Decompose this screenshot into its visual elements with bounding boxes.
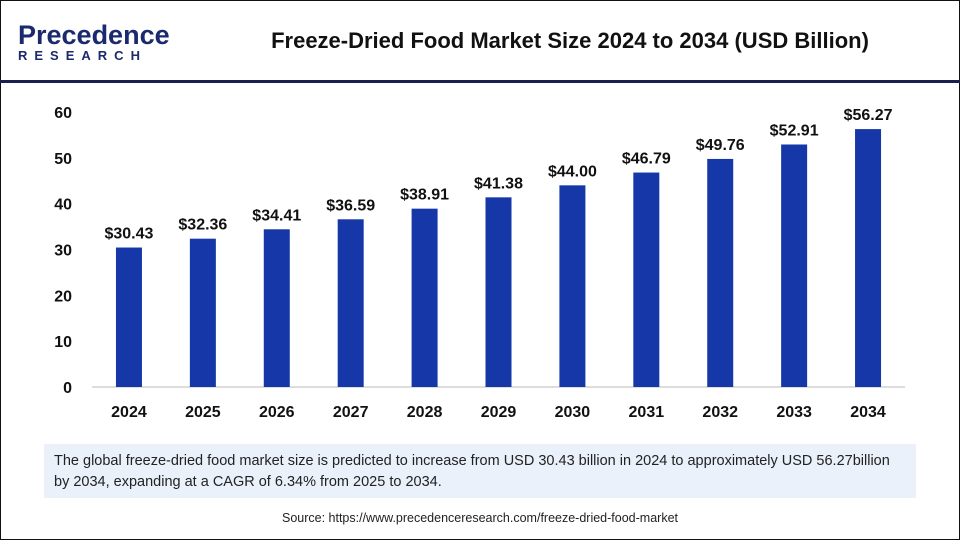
logo-top: Precedence bbox=[18, 20, 170, 50]
y-tick-label: 60 bbox=[54, 105, 72, 122]
x-tick-label: 2030 bbox=[555, 404, 591, 421]
bar-2029 bbox=[485, 197, 512, 387]
data-label: $36.59 bbox=[326, 197, 375, 214]
bar-2025 bbox=[189, 238, 216, 387]
chart-title: Freeze-Dried Food Market Size 2024 to 20… bbox=[271, 28, 869, 53]
x-tick-label: 2034 bbox=[850, 404, 886, 421]
bar-2033 bbox=[781, 144, 808, 387]
data-label: $32.36 bbox=[178, 217, 227, 234]
bar-2026 bbox=[263, 229, 290, 387]
bar-2024 bbox=[115, 247, 142, 387]
x-tick-label: 2029 bbox=[481, 404, 517, 421]
source-text: Source: https://www.precedenceresearch.c… bbox=[281, 511, 678, 525]
logo: Precedence RESEARCH bbox=[18, 20, 170, 66]
x-tick-label: 2033 bbox=[776, 404, 812, 421]
y-tick-label: 50 bbox=[54, 151, 72, 168]
y-tick-label: 40 bbox=[54, 197, 72, 214]
bar-2027 bbox=[337, 219, 364, 387]
bar-2031 bbox=[633, 172, 660, 387]
y-tick-label: 30 bbox=[54, 243, 72, 260]
bar-2030 bbox=[559, 185, 586, 387]
data-label: $30.43 bbox=[104, 226, 153, 243]
data-label: $46.79 bbox=[622, 151, 671, 168]
x-tick-label: 2024 bbox=[111, 404, 147, 421]
data-label: $49.76 bbox=[696, 137, 745, 154]
data-label: $34.41 bbox=[252, 207, 301, 224]
bar-2034 bbox=[855, 129, 882, 388]
x-tick-label: 2028 bbox=[407, 404, 443, 421]
y-tick-label: 20 bbox=[54, 288, 72, 305]
data-label: $52.91 bbox=[770, 122, 819, 139]
x-tick-label: 2026 bbox=[259, 404, 295, 421]
x-tick-label: 2032 bbox=[702, 404, 738, 421]
bar-2032 bbox=[707, 158, 734, 387]
bar-2028 bbox=[411, 208, 438, 387]
x-tick-label: 2025 bbox=[185, 404, 221, 421]
logo-bottom: RESEARCH bbox=[18, 48, 147, 63]
summary-note: The global freeze-dried food market size… bbox=[44, 444, 916, 498]
data-label: $56.27 bbox=[844, 107, 893, 124]
y-tick-label: 10 bbox=[54, 334, 72, 351]
data-label: $38.91 bbox=[400, 187, 449, 204]
data-label: $44.00 bbox=[548, 163, 597, 180]
x-tick-label: 2031 bbox=[629, 404, 665, 421]
header-divider bbox=[0, 80, 960, 83]
data-label: $41.38 bbox=[474, 175, 523, 192]
x-tick-label: 2027 bbox=[333, 404, 369, 421]
y-tick-label: 0 bbox=[63, 380, 72, 397]
